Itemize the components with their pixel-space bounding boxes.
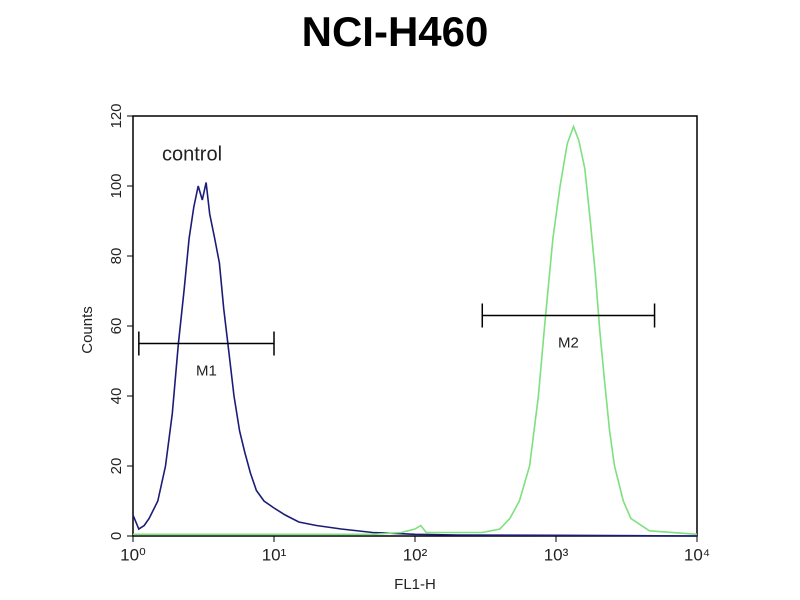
y-tick-label: 40 xyxy=(108,388,125,405)
x-axis-label: FL1-H xyxy=(394,576,436,593)
series-annotation: control xyxy=(162,143,222,165)
y-tick-label: 100 xyxy=(108,173,125,198)
y-tick-label: 60 xyxy=(108,318,125,335)
x-tick-label: 10² xyxy=(403,545,428,564)
x-tick-label: 10⁰ xyxy=(120,545,146,564)
x-tick-label: 10³ xyxy=(544,545,569,564)
y-tick-label: 20 xyxy=(108,458,125,475)
plot-frame xyxy=(132,115,698,537)
gate-label: M1 xyxy=(196,362,217,379)
histogram-line xyxy=(133,124,698,536)
gate-label: M2 xyxy=(558,334,579,351)
y-tick-label: 0 xyxy=(108,532,125,540)
x-tick-label: 10⁴ xyxy=(684,545,710,564)
x-tick-label: 10¹ xyxy=(262,545,287,564)
y-tick-label: 120 xyxy=(108,103,125,128)
y-tick-label: 80 xyxy=(108,248,125,265)
histogram-line xyxy=(132,182,698,537)
chart-title: NCI-H460 xyxy=(302,8,489,55)
y-axis-label: Counts xyxy=(79,306,96,354)
